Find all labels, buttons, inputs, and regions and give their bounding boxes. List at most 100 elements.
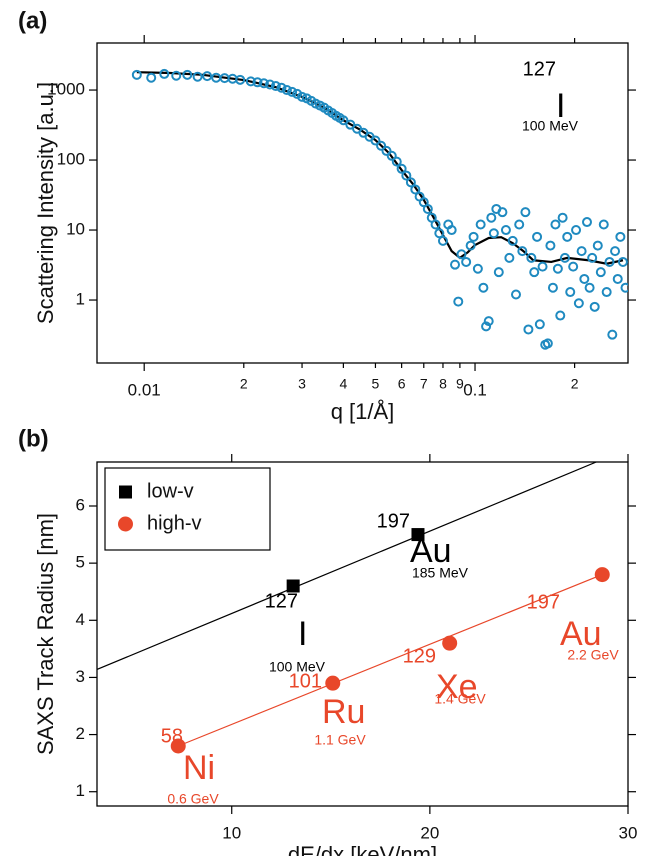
data-point bbox=[472, 263, 483, 274]
isotope-element: Xe bbox=[436, 668, 478, 706]
y-tick-label: 1 bbox=[76, 781, 85, 800]
data-point bbox=[559, 252, 570, 263]
legend-swatch bbox=[118, 516, 133, 532]
data-point bbox=[510, 289, 521, 300]
isotope-mass: 129 bbox=[403, 645, 436, 667]
ion-energy: 100 MeV bbox=[269, 659, 326, 675]
data-point bbox=[252, 77, 263, 88]
data-point bbox=[568, 261, 579, 272]
y-tick-label: 6 bbox=[76, 495, 85, 514]
data-point bbox=[573, 298, 584, 309]
data-point bbox=[422, 203, 433, 214]
data-point bbox=[245, 76, 256, 87]
data-point bbox=[547, 282, 558, 293]
data-point bbox=[581, 217, 592, 228]
y-tick-label: 1000 bbox=[47, 80, 85, 99]
data-point bbox=[500, 225, 511, 236]
data-point bbox=[171, 70, 182, 81]
isotope-element: I bbox=[556, 87, 565, 125]
x-tick-label: 9 bbox=[456, 376, 464, 392]
data-point bbox=[557, 212, 568, 223]
data-point bbox=[430, 219, 441, 230]
legend-swatch bbox=[119, 485, 132, 499]
data-point bbox=[297, 91, 308, 102]
y-axis-label: Scattering Intensity [a.u.] bbox=[33, 82, 58, 324]
isotope-mass: 197 bbox=[527, 591, 560, 613]
isotope-mass: 101 bbox=[289, 670, 322, 692]
data-point bbox=[437, 235, 448, 246]
ion-energy: 100 MeV bbox=[522, 118, 579, 134]
panel: (b) 10 20 30 1 2 3 4 5 6 dE/dx [keV/nm] SAXS Track … bbox=[18, 425, 637, 856]
data-point bbox=[514, 219, 525, 230]
x-tick-label: 5 bbox=[372, 376, 380, 392]
data-point bbox=[281, 85, 292, 96]
data-point bbox=[286, 579, 300, 593]
fit-line bbox=[136, 71, 624, 265]
data-point bbox=[592, 240, 603, 251]
y-tick-label: 10 bbox=[66, 220, 85, 239]
data-point bbox=[456, 249, 467, 260]
data-point bbox=[370, 135, 381, 146]
x-tick-label: 0.1 bbox=[463, 380, 487, 399]
data-point bbox=[488, 228, 499, 239]
data-layer bbox=[97, 462, 603, 747]
ion-energy: 0.6 GeV bbox=[167, 791, 219, 807]
x-axis-label: q [1/Å] bbox=[331, 399, 395, 424]
data-point bbox=[410, 184, 421, 195]
ion-energy: 185 MeV bbox=[412, 565, 469, 581]
fit-line bbox=[178, 574, 603, 747]
data-point bbox=[565, 287, 576, 298]
data-point bbox=[604, 256, 615, 267]
data-point bbox=[587, 252, 598, 263]
data-point bbox=[542, 338, 553, 349]
isotope-mass: 127 bbox=[265, 590, 298, 612]
data-point bbox=[442, 635, 458, 651]
x-tick-label: 7 bbox=[420, 376, 428, 392]
data-point bbox=[579, 273, 590, 284]
data-point bbox=[526, 252, 537, 263]
data-point bbox=[411, 528, 425, 542]
y-tick-label: 2 bbox=[76, 724, 85, 743]
data-point bbox=[523, 324, 534, 335]
data-point bbox=[386, 150, 397, 161]
ion-energy: 2.2 GeV bbox=[567, 647, 619, 663]
panel-label: (b) bbox=[18, 425, 49, 452]
data-point bbox=[552, 263, 563, 274]
x-tick-label: 2 bbox=[571, 376, 579, 392]
x-tick-label: 10 bbox=[222, 823, 241, 842]
data-point bbox=[376, 140, 387, 151]
data-point bbox=[325, 675, 341, 691]
data-point bbox=[235, 74, 246, 85]
data-point bbox=[258, 78, 269, 89]
x-tick-label: 0.01 bbox=[128, 380, 161, 399]
data-point bbox=[517, 246, 528, 257]
data-point bbox=[610, 246, 621, 257]
x-tick-label: 2 bbox=[240, 376, 248, 392]
data-point bbox=[615, 231, 626, 242]
data-point bbox=[159, 68, 170, 79]
y-axis-label: SAXS Track Radius [nm] bbox=[33, 513, 58, 755]
data-point bbox=[405, 177, 416, 188]
data-point bbox=[446, 225, 457, 236]
data-point bbox=[598, 219, 609, 230]
ion-energy: 1.1 GeV bbox=[314, 732, 366, 748]
data-point bbox=[192, 71, 203, 82]
data-point bbox=[576, 246, 587, 257]
x-axis-label: dE/dx [keV/nm] bbox=[288, 842, 437, 856]
data-point bbox=[504, 252, 515, 263]
data-layer bbox=[131, 68, 628, 350]
plot-frame bbox=[96, 42, 629, 364]
data-point bbox=[478, 282, 489, 293]
panel: (a) 0.01 2 3 4 5 6 7 8 9 0.1 2 1 10 100 1000 q [1/Å] Scat… bbox=[18, 7, 636, 424]
isotope-mass: 197 bbox=[377, 510, 410, 532]
data-point bbox=[584, 282, 595, 293]
isotope-element: Au bbox=[560, 615, 602, 653]
data-point bbox=[534, 319, 545, 330]
data-point bbox=[612, 273, 623, 284]
data-point bbox=[475, 219, 486, 230]
data-point bbox=[601, 287, 612, 298]
data-point bbox=[550, 219, 561, 230]
data-point bbox=[607, 329, 618, 340]
data-point bbox=[589, 301, 600, 312]
